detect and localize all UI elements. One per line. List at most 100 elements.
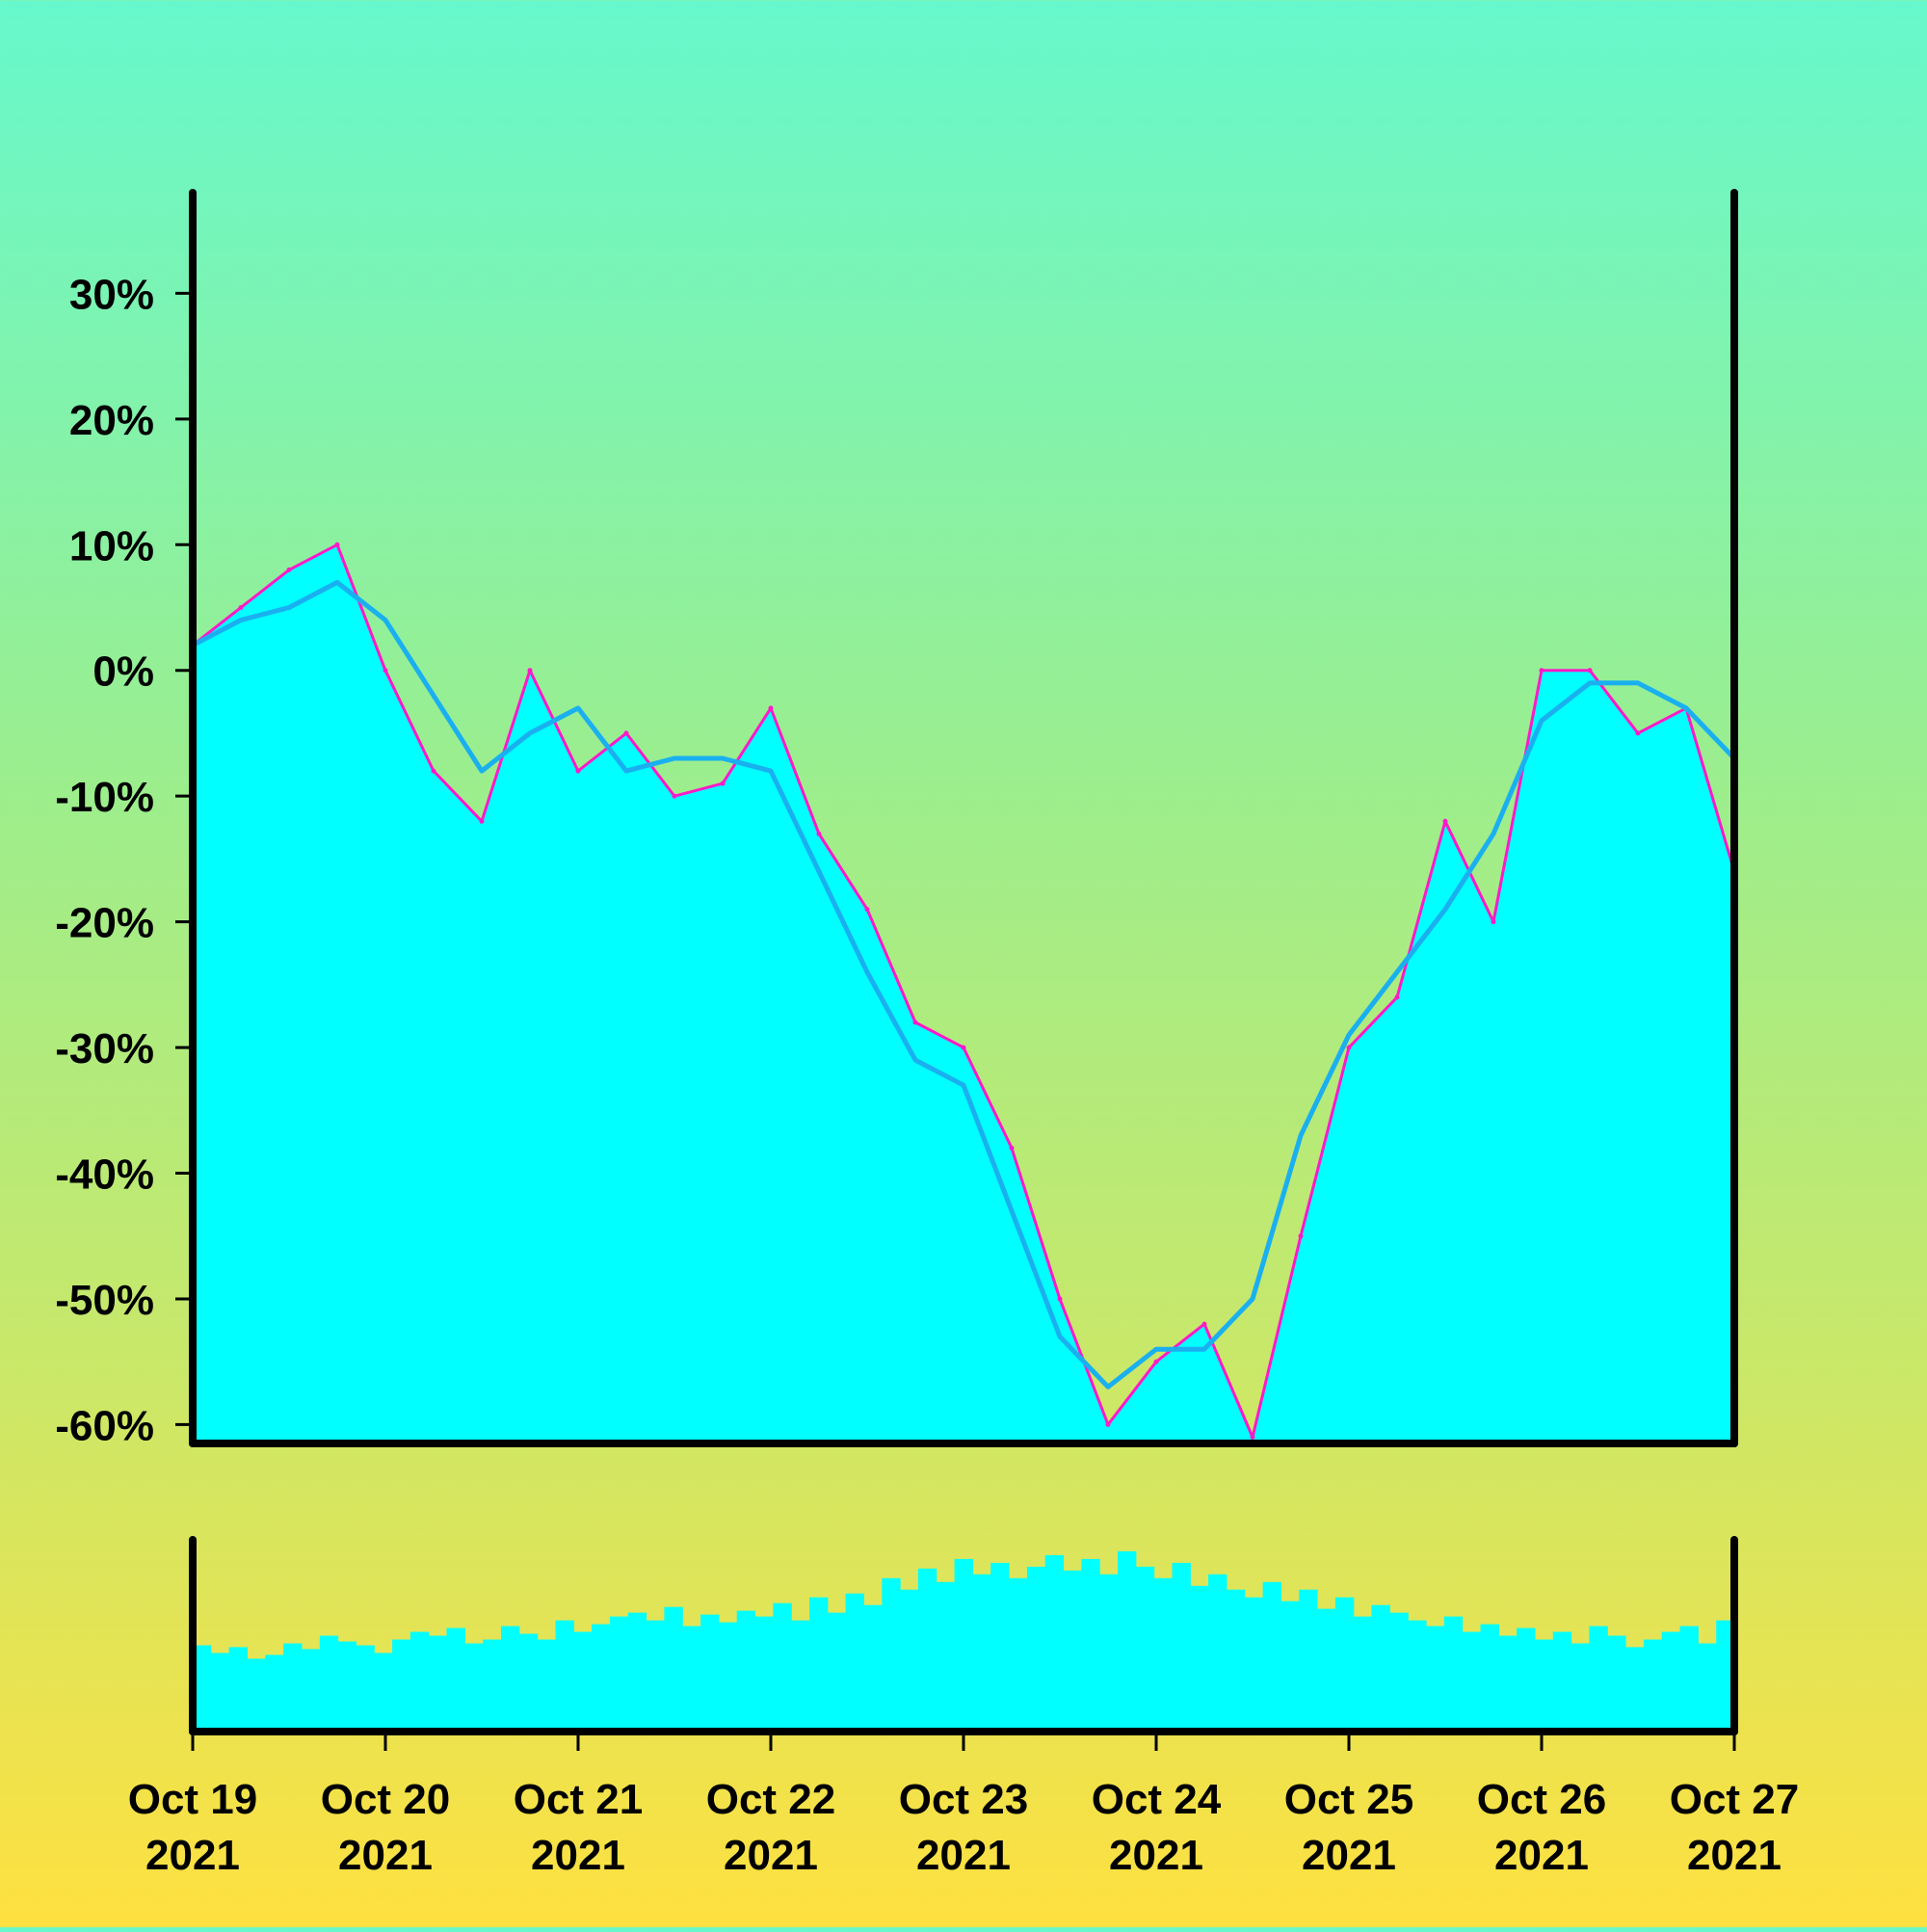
volume-bar <box>627 1612 647 1732</box>
volume-bar <box>646 1620 665 1732</box>
volume-bar <box>446 1628 465 1732</box>
volume-bar <box>1552 1631 1572 1732</box>
volume-bar <box>228 1647 248 1732</box>
volume-bar <box>863 1604 883 1732</box>
price-point <box>1539 668 1544 674</box>
y-tick-label: -50% <box>55 1277 154 1324</box>
y-tick-label: 0% <box>92 648 154 696</box>
price-point <box>1394 994 1400 1000</box>
volume-bar <box>1208 1574 1227 1732</box>
volume-bar <box>1698 1643 1717 1732</box>
volume-bar <box>518 1633 539 1732</box>
volume-bar <box>1244 1597 1264 1732</box>
x-tick-label: Oct 26 <box>1477 1776 1607 1823</box>
x-axis: Oct 19 2021 Oct 20 2021 Oct 21 2021 Oct 22 2021… <box>128 1732 1800 1879</box>
volume-bar <box>356 1645 375 1732</box>
price-point <box>383 668 388 674</box>
volume-bar <box>736 1610 756 1732</box>
volume-bar <box>936 1581 956 1732</box>
volume-bar <box>210 1653 230 1732</box>
price-area <box>193 544 1734 1443</box>
x-tick-year-label: 2021 <box>145 1832 240 1879</box>
volume-bar <box>247 1658 266 1732</box>
volume-bar <box>483 1639 502 1732</box>
volume-bar <box>1480 1624 1499 1732</box>
volume-bar <box>1661 1631 1681 1732</box>
y-tick-label: -30% <box>55 1025 154 1072</box>
volume-bar <box>754 1616 774 1732</box>
volume-bar <box>301 1649 321 1732</box>
x-tick-label: Oct 22 <box>706 1776 836 1823</box>
volume-bar <box>1172 1562 1191 1732</box>
volume-bar <box>917 1568 937 1732</box>
x-tick-year-label: 2021 <box>1302 1832 1396 1879</box>
price-point <box>1346 1045 1352 1050</box>
y-tick-label: -20% <box>55 900 154 947</box>
x-tick-label: Oct 23 <box>899 1776 1029 1823</box>
x-tick-label: Oct 21 <box>514 1776 644 1823</box>
price-point <box>912 1019 918 1025</box>
volume-bar <box>1571 1643 1590 1732</box>
price-point <box>672 793 677 799</box>
volume-bar <box>1534 1639 1554 1732</box>
volume-bar <box>718 1622 738 1732</box>
volume-bar <box>1226 1589 1246 1732</box>
x-tick-label: Oct 27 <box>1670 1776 1800 1823</box>
x-tick-label: Oct 24 <box>1092 1776 1222 1823</box>
price-point <box>238 605 244 610</box>
volume-bar <box>428 1635 448 1732</box>
price-point <box>334 542 340 547</box>
volume-bar <box>1081 1558 1100 1732</box>
price-point <box>1491 919 1496 925</box>
x-tick-year-label: 2021 <box>724 1832 818 1879</box>
price-point <box>1105 1421 1111 1427</box>
volume-bar <box>1299 1589 1318 1732</box>
volume-bar <box>265 1654 284 1732</box>
volume-bar <box>609 1616 629 1732</box>
volume-bar <box>664 1606 683 1732</box>
volume-bar <box>1153 1577 1173 1732</box>
price-point <box>1298 1233 1304 1239</box>
volume-bar <box>283 1643 303 1732</box>
volume-bar <box>1716 1620 1735 1732</box>
price-point <box>864 907 870 913</box>
volume-bar <box>193 1645 212 1732</box>
volume-bar <box>1426 1626 1445 1732</box>
price-point <box>1442 818 1448 824</box>
x-tick-year-label: 2021 <box>531 1832 625 1879</box>
volume-bar <box>990 1562 1010 1732</box>
volume-bar <box>1026 1566 1046 1732</box>
volume-bar <box>882 1577 901 1732</box>
volume-bar <box>1589 1626 1608 1732</box>
volume-bar <box>537 1639 556 1732</box>
volume-bar <box>392 1639 411 1732</box>
volume-bar <box>682 1626 701 1732</box>
volume-bar <box>1262 1581 1281 1732</box>
x-tick-year-label: 2021 <box>1109 1832 1203 1879</box>
y-axis: 30% 20% 10% 0% -10% -20% -30% -40% -50% -60% <box>55 271 193 1449</box>
y-tick-label: 30% <box>69 271 154 318</box>
volume-bar <box>1643 1639 1663 1732</box>
x-tick-year-label: 2021 <box>1494 1832 1589 1879</box>
price-point <box>527 668 533 674</box>
volume-bar <box>954 1558 973 1732</box>
volume-bar <box>319 1635 339 1732</box>
volume-bar <box>1679 1626 1699 1732</box>
volume-bar <box>1044 1554 1065 1732</box>
price-point <box>1153 1359 1159 1364</box>
price-point <box>1009 1145 1015 1151</box>
volume-bar <box>374 1653 393 1732</box>
volume-bar <box>1517 1628 1536 1732</box>
volume-bar <box>1190 1585 1209 1732</box>
x-tick-year-label: 2021 <box>338 1832 433 1879</box>
volume-bar <box>1353 1616 1373 1732</box>
volume-bar <box>409 1631 430 1732</box>
volume-bar <box>1408 1620 1427 1732</box>
price-point <box>1587 668 1593 674</box>
volume-bar <box>900 1589 919 1732</box>
x-tick-year-label: 2021 <box>1687 1832 1782 1879</box>
price-point <box>575 768 581 774</box>
volume-bar <box>1099 1574 1119 1732</box>
x-tick-label: Oct 25 <box>1284 1776 1414 1823</box>
